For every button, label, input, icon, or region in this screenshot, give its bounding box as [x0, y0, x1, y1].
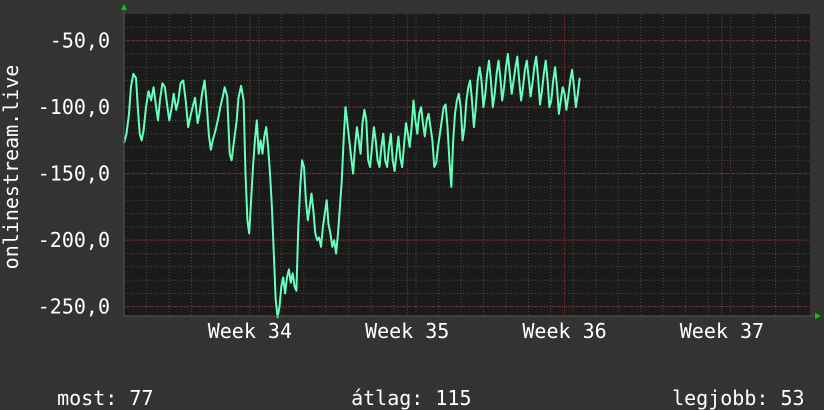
stat-average-value: 115 [435, 386, 472, 410]
stat-current-value: 77 [129, 386, 154, 410]
stat-best-label: legjobb: [672, 386, 769, 410]
y-axis-arrow [121, 4, 127, 10]
y-tick-label: -250,0 [38, 295, 110, 319]
stat-best: legjobb: 53 [648, 362, 805, 410]
x-tick-label: Week 35 [365, 319, 449, 343]
y-tick-label: -50,0 [50, 29, 110, 53]
x-axis-arrow [815, 313, 821, 319]
y-tick-label: -200,0 [38, 228, 110, 252]
stat-current: most: 77 [33, 362, 153, 410]
stat-current-label: most: [57, 386, 118, 410]
y-tick-label: -150,0 [38, 162, 110, 186]
x-tick-label: Week 34 [208, 319, 292, 343]
series-line [123, 52, 581, 319]
stat-average-label: átlag: [351, 386, 424, 410]
plot-area [124, 14, 810, 316]
y-axis-title: onlinestream.live [0, 65, 23, 270]
x-tick-label: Week 36 [522, 319, 606, 343]
stat-average: átlag: 115 [327, 362, 472, 410]
stat-best-value: 53 [780, 386, 805, 410]
x-tick-label: Week 37 [680, 319, 764, 343]
y-tick-label: -100,0 [38, 95, 110, 119]
